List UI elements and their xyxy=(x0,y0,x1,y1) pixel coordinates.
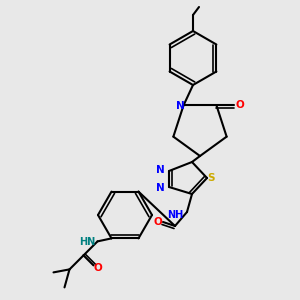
Text: HN: HN xyxy=(79,237,95,248)
Text: N: N xyxy=(156,183,165,193)
Text: O: O xyxy=(93,263,102,273)
Text: NH: NH xyxy=(167,210,183,220)
Text: S: S xyxy=(207,173,215,183)
Text: O: O xyxy=(154,217,162,227)
Text: N: N xyxy=(176,101,185,111)
Text: N: N xyxy=(156,165,165,175)
Text: O: O xyxy=(235,100,244,110)
